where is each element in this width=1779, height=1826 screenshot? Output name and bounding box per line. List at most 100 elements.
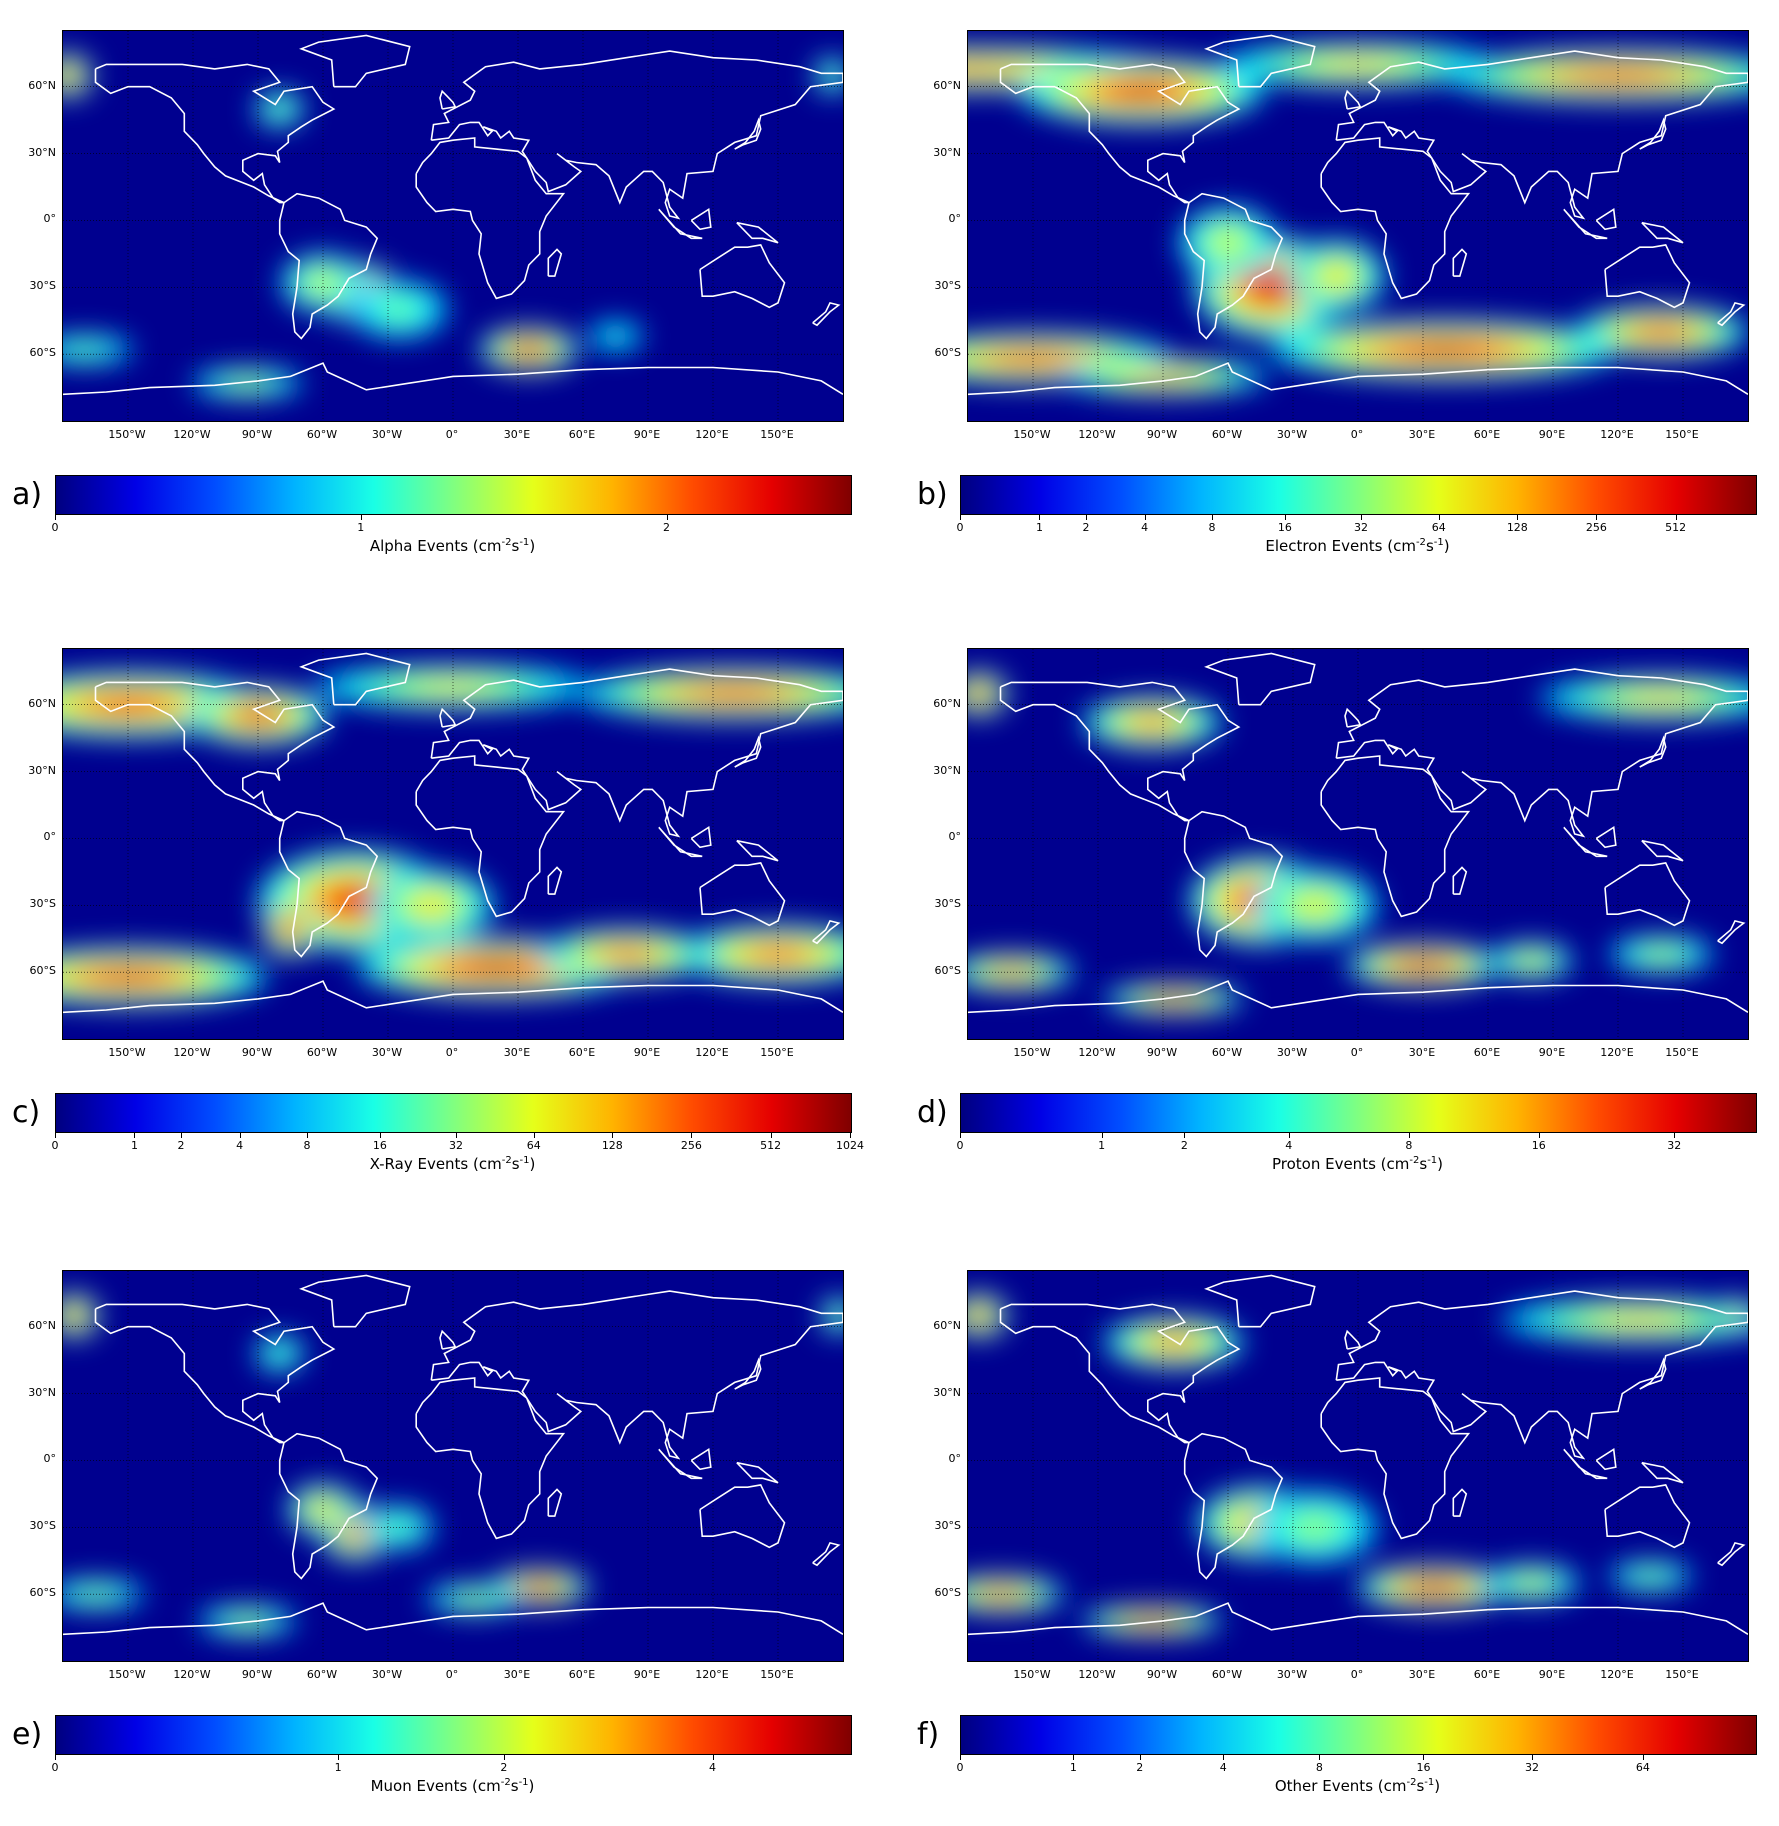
coastline: [999, 681, 1241, 822]
heatmap-canvas: [63, 1271, 843, 1661]
latitude-label: 60°S: [934, 1586, 961, 1600]
coastline: [299, 34, 411, 88]
colorbar-tick-label: 512: [760, 1139, 782, 1152]
hotspot-10: [611, 950, 641, 959]
longitude-label: 150°E: [760, 428, 794, 441]
coastline: [547, 248, 563, 277]
hotspot-1: [317, 1505, 329, 1514]
coastline: [1344, 1329, 1362, 1350]
longitude-label: 30°E: [503, 1668, 531, 1681]
coastline: [1639, 1357, 1667, 1390]
longitude-label: 0°: [445, 1668, 459, 1681]
colorbar-tick-label: 8: [1208, 521, 1216, 534]
colorbar-tickmark: [180, 1132, 182, 1138]
longitude-label: 60°W: [306, 1046, 338, 1059]
coastline: [736, 1461, 779, 1484]
colorbar-tickmark: [1139, 1754, 1141, 1760]
latitude-label: 60°N: [28, 78, 56, 92]
longitude-label: 120°E: [695, 1046, 729, 1059]
latitude-label: 30°S: [934, 897, 961, 911]
coastline: [415, 137, 566, 300]
longitude-label: 120°E: [695, 1668, 729, 1681]
colorbar-tick-label: 8: [1315, 1761, 1323, 1774]
colorbar-title: Alpha Events (cm-2s-1): [369, 537, 536, 555]
colorbar-tickmark: [1319, 1754, 1321, 1760]
longitude-label: 150°E: [1665, 428, 1699, 441]
longitude-label: 30°W: [371, 1668, 403, 1681]
colorbar-tickmark: [1073, 1754, 1075, 1760]
coastline: [968, 362, 1748, 396]
colorbar-tick-label: 1: [1069, 1761, 1077, 1774]
longitude-label: 90°W: [241, 1668, 273, 1681]
coastline: [94, 1303, 336, 1444]
hotspot-6: [708, 689, 761, 698]
longitude-label: 120°W: [1078, 1046, 1116, 1059]
hotspot-0: [349, 1526, 362, 1537]
coastline: [1204, 1274, 1316, 1328]
coastline: [734, 1357, 762, 1390]
hotspot-5: [429, 683, 477, 691]
colorbar-tick-label: 1: [1035, 521, 1043, 534]
longitude-label: 150°E: [1665, 1046, 1699, 1059]
longitude-label: 60°E: [1473, 1046, 1501, 1059]
colorbar-title: Electron Events (cm-2s-1): [1265, 537, 1450, 555]
hotspot-8: [1524, 958, 1539, 964]
longitude-label: 90°E: [1538, 1046, 1566, 1059]
longitude-label: 30°E: [1408, 1668, 1436, 1681]
longitude-label: 30°W: [1276, 1046, 1308, 1059]
colorbar-tickmark: [1642, 1754, 1644, 1760]
coastline: [736, 839, 779, 862]
coastline: [734, 735, 762, 768]
hotspot-3: [531, 1584, 548, 1591]
hotspot-8: [275, 106, 284, 112]
panel-letter: e): [12, 1717, 43, 1752]
coastline: [439, 1329, 457, 1350]
colorbar-tickmark: [306, 1132, 308, 1138]
colorbar-tickmark: [338, 1754, 340, 1760]
hotspot-9: [1646, 327, 1676, 337]
colorbar-tickmark: [960, 514, 961, 520]
colorbar-tickmark: [666, 514, 668, 520]
panel-letter: f): [917, 1717, 940, 1752]
colorbar-tick-label: 0: [956, 521, 964, 534]
longitude-label: 30°E: [1408, 1046, 1436, 1059]
colorbar-title: X-Ray Events (cm-2s-1): [369, 1155, 536, 1173]
colorbar-tick-label: 16: [1531, 1139, 1546, 1152]
longitude-label: 0°: [1350, 1046, 1364, 1059]
heatmap-canvas: [63, 31, 843, 421]
colorbar-title: Other Events (cm-2s-1): [1274, 1777, 1441, 1795]
longitude-label: 120°W: [173, 1668, 211, 1681]
coastline: [278, 1432, 379, 1580]
colorbar-tick-label: 32: [1667, 1139, 1682, 1152]
colorbar-tick-label: 4: [1219, 1761, 1227, 1774]
longitude-label: 90°W: [241, 428, 273, 441]
hotspot-6: [990, 1591, 1011, 1598]
colorbar-tickmark: [1674, 1132, 1676, 1138]
colorbar-tick-label: 512: [1665, 521, 1687, 534]
coastline: [1335, 668, 1748, 838]
longitude-label: 120°E: [1600, 1668, 1634, 1681]
colorbar-tick-label: 256: [1585, 521, 1607, 534]
colorbar-tickmark: [533, 1132, 535, 1138]
colorbar-tickmark: [1288, 1132, 1290, 1138]
coastline: [699, 862, 786, 927]
coastline: [63, 362, 843, 396]
colorbar-tick-label: 1: [334, 1761, 342, 1774]
colorbar-tickmark: [1517, 514, 1519, 520]
colorbar-tickmark: [1438, 514, 1440, 520]
coastline: [547, 1488, 563, 1517]
coastline: [430, 50, 843, 220]
coastline: [1641, 839, 1684, 862]
latitude-label: 60°N: [28, 1318, 56, 1332]
colorbar-tickmark: [612, 1132, 614, 1138]
longitude-label: 30°W: [1276, 428, 1308, 441]
colorbar-tick-label: 256: [680, 1139, 702, 1152]
colorbar-tick-label: 4: [1285, 1139, 1293, 1152]
longitude-label: 60°E: [568, 428, 596, 441]
map-panel-a: 60°N 30°N 0° 30°S 60°S 150°W 120°W 90°W 60°W 30°W…: [0, 0, 860, 560]
colorbar-tickmark: [1211, 514, 1213, 520]
colorbar: [55, 1093, 852, 1133]
heatmap: [62, 648, 844, 1040]
heatmap: [967, 648, 1749, 1040]
colorbar-tickmark: [379, 1132, 381, 1138]
